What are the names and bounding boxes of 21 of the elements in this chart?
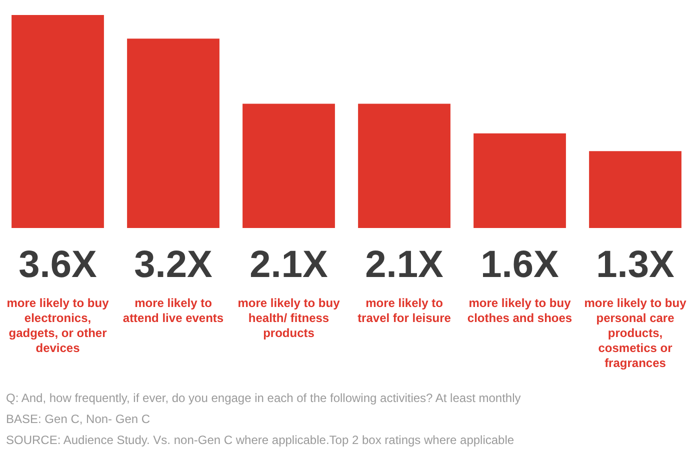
x-tick-label: more likely to buy electronics, gadgets, or other devices <box>6 296 110 355</box>
bar <box>127 38 220 228</box>
x-tick-label: more likely to buy health/ fitness products <box>238 296 340 340</box>
bar <box>358 104 450 228</box>
bar <box>12 15 104 228</box>
text: BASE: Gen C, Non- Gen C <box>6 412 150 426</box>
data-label: 3.6X <box>18 244 98 286</box>
data-label: 1.6X <box>480 244 560 286</box>
data-label: 2.1X <box>365 244 444 286</box>
bar <box>242 104 335 228</box>
data-label: 3.2X <box>134 244 213 286</box>
data-label: 1.3X <box>596 244 675 286</box>
x-tick-label: more likely to travel for leisure <box>358 296 452 325</box>
bar <box>474 133 566 228</box>
x-tick-label: more likely to buy personal care products, cosmetics or fragrances <box>584 296 687 370</box>
bar <box>589 151 682 228</box>
x-tick-label: more likely to attend live events <box>122 296 224 325</box>
x-tick-label: more likely to buy clothes and shoes <box>467 296 572 325</box>
text: Q: And, how frequently, if ever, do you engage in each of the following activities? At least monthly <box>6 391 521 405</box>
data-label: 2.1X <box>250 244 328 286</box>
source-note: SOURCE: Audience Study. Vs. non-Gen C where applicable.Top 2 box ratings where applicable <box>6 433 514 447</box>
